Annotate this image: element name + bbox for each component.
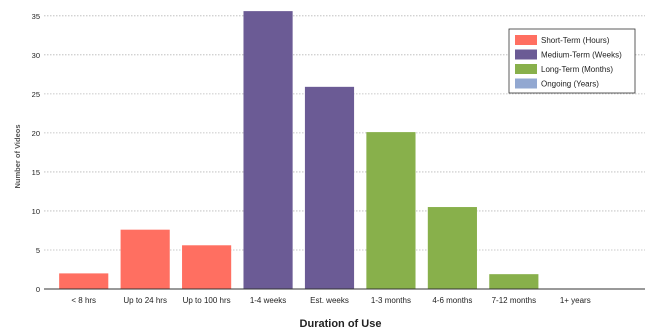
x-tick-label: Up to 100 hrs	[183, 296, 231, 305]
y-tick-label: 25	[32, 90, 40, 99]
x-tick-label: Up to 24 hrs	[123, 296, 167, 305]
y-axis-ticks: 0 5 10 15 20 25 30 35	[32, 12, 40, 294]
x-tick-label: 1-4 weeks	[250, 296, 286, 305]
bar	[243, 11, 293, 289]
bars	[59, 11, 539, 289]
y-tick-label: 5	[36, 246, 40, 255]
legend-label: Long-Term (Months)	[541, 65, 613, 74]
x-tick-label: < 8 hrs	[71, 296, 96, 305]
legend-items: Short-Term (Hours) Medium-Term (Weeks) Lon…	[515, 35, 622, 89]
bar	[304, 86, 355, 289]
y-tick-label: 10	[32, 207, 40, 216]
y-tick-label: 0	[36, 285, 40, 294]
legend-label: Medium-Term (Weeks)	[541, 51, 622, 60]
y-tick-label: 15	[32, 168, 40, 177]
bar	[489, 274, 539, 289]
legend-swatch	[515, 78, 537, 89]
x-axis-ticks: < 8 hrs Up to 24 hrs Up to 100 hrs 1-4 week…	[71, 296, 590, 305]
bar	[427, 207, 477, 289]
y-tick-label: 35	[32, 12, 40, 21]
legend: Short-Term (Hours) Medium-Term (Weeks) Lon…	[508, 28, 636, 94]
legend-swatch	[515, 49, 537, 60]
bar	[59, 273, 109, 289]
y-tick-label: 20	[32, 129, 40, 138]
bar	[182, 245, 232, 289]
x-axis-title: Duration of Use	[300, 318, 382, 330]
bar	[120, 229, 170, 289]
x-tick-label: 7-12 months	[492, 296, 536, 305]
x-tick-label: 1+ years	[560, 296, 591, 305]
legend-label: Ongoing (Years)	[541, 80, 599, 89]
x-tick-label: 4-6 months	[432, 296, 472, 305]
y-axis-title: Number of Videos	[13, 124, 22, 188]
legend-label: Short-Term (Hours)	[541, 36, 610, 45]
y-tick-label: 30	[32, 51, 40, 60]
bar	[366, 132, 416, 289]
legend-swatch	[515, 35, 537, 45]
x-tick-label: Est. weeks	[310, 296, 349, 305]
x-tick-label: 1-3 months	[371, 296, 411, 305]
legend-swatch	[515, 64, 537, 74]
